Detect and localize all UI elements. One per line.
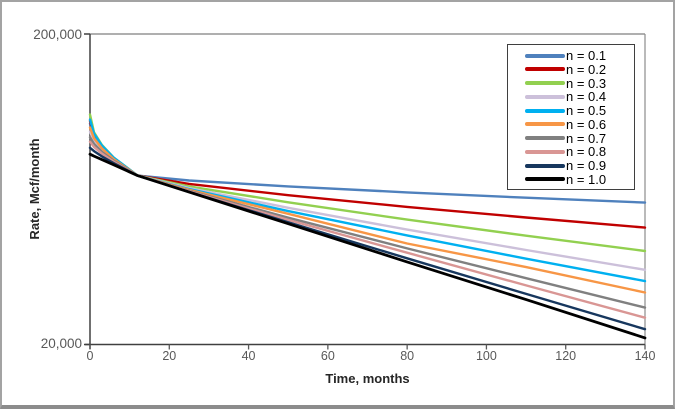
x-tick-label: 20 bbox=[162, 349, 176, 363]
legend: n = 0.1 n = 0.2 n = 0.3 n = 0.4 n = 0.5 n = 0… bbox=[507, 44, 635, 190]
y-tick-label-200000: 200,000 bbox=[33, 27, 82, 42]
legend-entry: n = 0.1 bbox=[525, 49, 630, 62]
x-ticks: 0 20 40 60 80 100 120 140 bbox=[87, 344, 656, 363]
legend-entry: n = 0.2 bbox=[525, 63, 630, 76]
legend-swatch bbox=[525, 94, 565, 99]
legend-label: n = 0.5 bbox=[566, 103, 607, 119]
legend-swatch bbox=[525, 177, 565, 182]
x-tick-label: 0 bbox=[87, 349, 94, 363]
legend-swatch bbox=[525, 136, 565, 141]
legend-entry: n = 0.6 bbox=[525, 118, 630, 131]
legend-label: n = 0.4 bbox=[566, 89, 607, 105]
legend-label: n = 0.7 bbox=[566, 130, 607, 146]
legend-entry: n = 0.9 bbox=[525, 159, 630, 172]
legend-swatch bbox=[525, 53, 565, 58]
legend-entry: n = 1.0 bbox=[525, 173, 630, 186]
legend-entry: n = 0.3 bbox=[525, 77, 630, 90]
x-tick-label: 40 bbox=[242, 349, 256, 363]
legend-swatch bbox=[525, 67, 565, 72]
legend-label: n = 0.6 bbox=[566, 116, 607, 132]
legend-entry: n = 0.8 bbox=[525, 145, 630, 158]
legend-label: n = 0.8 bbox=[566, 144, 607, 160]
legend-entry: n = 0.7 bbox=[525, 132, 630, 145]
series-line-n=1.0 bbox=[88, 152, 647, 340]
x-tick-label: 60 bbox=[321, 349, 335, 363]
legend-label: n = 0.3 bbox=[566, 75, 607, 91]
legend-label: n = 0.9 bbox=[566, 158, 607, 174]
x-tick-label: 140 bbox=[635, 349, 656, 363]
legend-label: n = 0.1 bbox=[566, 48, 607, 63]
x-tick-label: 120 bbox=[555, 349, 576, 363]
y-axis-title: Rate, Mcf/month bbox=[27, 138, 42, 239]
series-lines bbox=[88, 113, 647, 340]
x-tick-label: 100 bbox=[476, 349, 497, 363]
legend-entry: n = 0.5 bbox=[525, 104, 630, 117]
x-axis-title: Time, months bbox=[325, 371, 409, 386]
legend-swatch bbox=[525, 149, 565, 154]
legend-swatch bbox=[525, 163, 565, 168]
legend-swatch bbox=[525, 81, 565, 86]
legend-label: n = 1.0 bbox=[566, 171, 607, 187]
x-tick-label: 80 bbox=[400, 349, 414, 363]
legend-entry: n = 0.4 bbox=[525, 90, 630, 103]
legend-label: n = 0.2 bbox=[566, 61, 607, 77]
legend-swatch bbox=[525, 122, 565, 127]
y-tick-label-20000: 20,000 bbox=[41, 336, 82, 351]
legend-swatch bbox=[525, 108, 565, 113]
